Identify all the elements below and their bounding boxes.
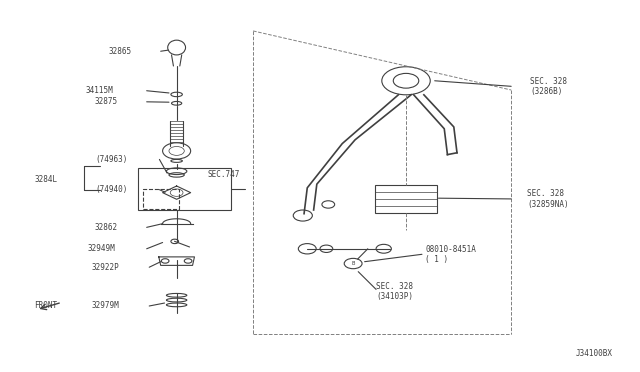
Text: 32949M: 32949M — [87, 244, 115, 253]
Text: 32979M: 32979M — [92, 301, 119, 311]
Text: 32862: 32862 — [95, 223, 118, 232]
Text: SEC. 328
(34103P): SEC. 328 (34103P) — [376, 282, 413, 301]
Text: FRONT: FRONT — [35, 301, 58, 311]
Text: 32922P: 32922P — [92, 263, 119, 272]
Bar — [138, 167, 231, 210]
Text: 32875: 32875 — [95, 97, 118, 106]
Text: (74963): (74963) — [95, 155, 127, 164]
Text: B: B — [351, 261, 355, 266]
Text: 08010-8451A
( 1 ): 08010-8451A ( 1 ) — [425, 245, 476, 264]
Text: 3284L: 3284L — [35, 175, 58, 184]
Text: J34100BX: J34100BX — [576, 350, 613, 359]
Text: 32865: 32865 — [109, 47, 132, 56]
Text: SEC.747: SEC.747 — [208, 170, 241, 179]
Text: SEC. 328
(3286B): SEC. 328 (3286B) — [531, 77, 567, 96]
Bar — [143, 189, 179, 209]
Text: SEC. 328
(32859NA): SEC. 328 (32859NA) — [527, 189, 569, 209]
Text: 34115M: 34115M — [85, 86, 113, 95]
Text: (74940): (74940) — [95, 185, 127, 194]
